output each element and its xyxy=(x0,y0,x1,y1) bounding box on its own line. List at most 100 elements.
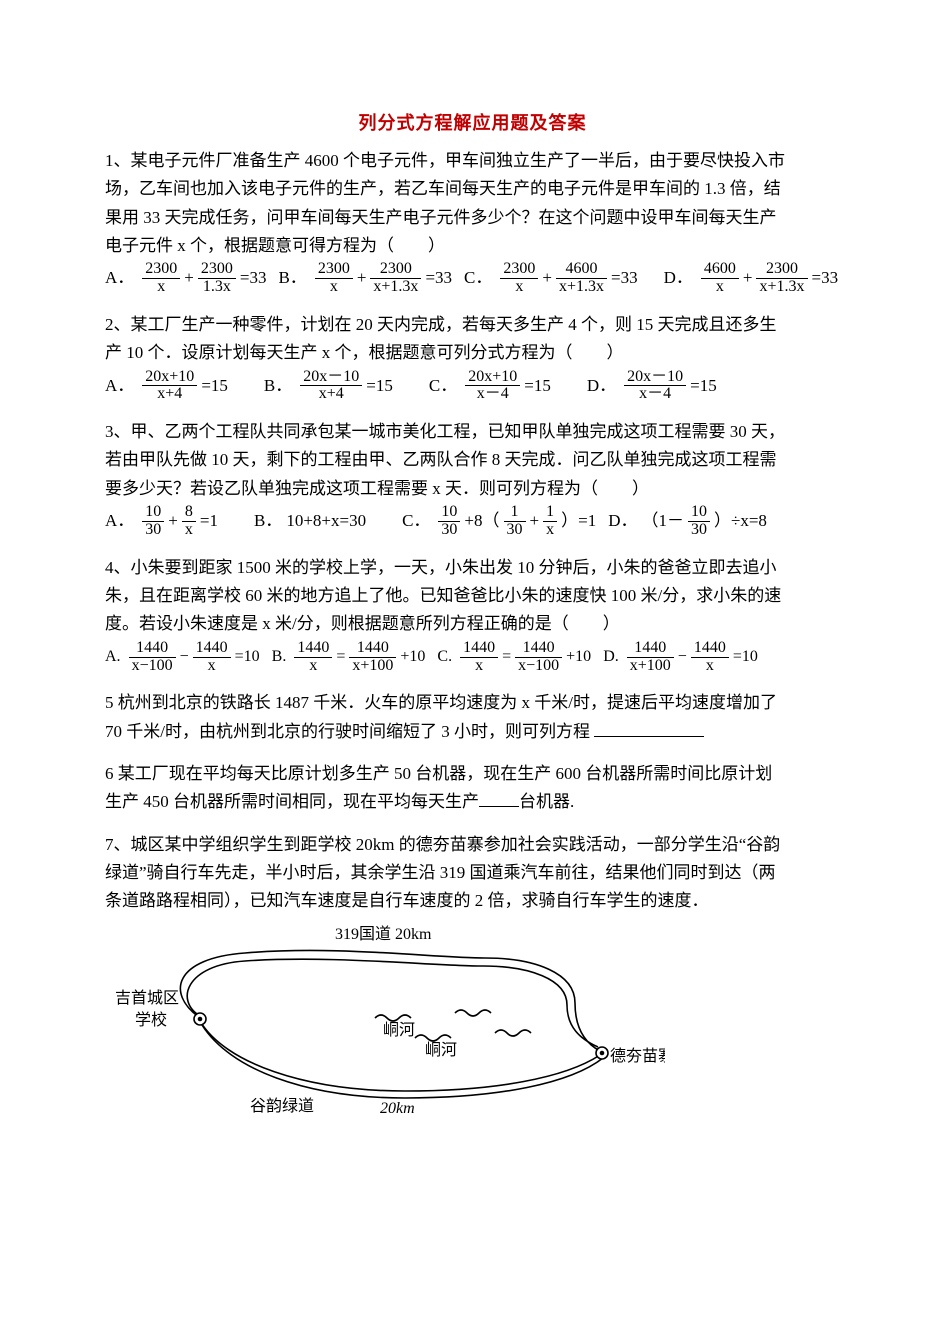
q1-opt-c-label: C． xyxy=(464,265,492,291)
q2-options: A． 20x+10x+4 =15 B． 20x－10x+4 =15 C． 20x… xyxy=(105,369,840,404)
eq: =1 xyxy=(200,508,218,534)
map-label-river: 峒河 xyxy=(383,1021,415,1039)
q4-opt-b-label: B. xyxy=(272,645,287,670)
op: − xyxy=(180,645,189,670)
route-map: 319国道 20km 吉首城区 学校 峒河 峒河 德夯苗寨 谷韵绿道 20km xyxy=(105,923,840,1121)
plus: + xyxy=(184,265,194,291)
q2-opt-a-label: A． xyxy=(105,373,134,399)
dest-marker xyxy=(596,1047,608,1059)
fraction: 1440x xyxy=(292,640,334,675)
fraction: 1440x−100 xyxy=(127,640,178,675)
fraction: 8x xyxy=(180,504,198,539)
q7-line: 条道路路程相同），已知汽车速度是自行车速度的 2 倍，求骑自行车学生的速度． xyxy=(105,888,840,914)
fraction: 2300x xyxy=(140,261,182,296)
post: ）÷x=8 xyxy=(714,508,767,534)
question-3: 3、甲、乙两个工程队共同承包某一城市美化工程，已知甲队单独完成这项工程需要 30… xyxy=(105,419,840,539)
q2-opt-d-label: D． xyxy=(587,373,616,399)
q5-line-text: 70 千米/时，由杭州到北京的行驶时间缩短了 3 小时，则可列方程 xyxy=(105,722,594,741)
q3-opt-d-label: D． xyxy=(608,508,637,534)
mid: +8（ xyxy=(464,508,499,534)
q4-opt-a-label: A. xyxy=(105,645,121,670)
fraction: 4600x xyxy=(699,261,741,296)
document-title: 列分式方程解应用题及答案 xyxy=(105,110,840,138)
q6-line: 生产 450 台机器所需时间相同，现在平均每天生产 台机器. xyxy=(105,789,840,815)
question-2: 2、某工厂生产一种零件，计划在 20 天内完成，若每天多生产 4 个，则 15 … xyxy=(105,312,840,403)
q4-opt-d-label: D. xyxy=(603,645,619,670)
q3-opt-b-text: 10+8+x=30 xyxy=(286,508,366,534)
map-label-road-top: 319国道 20km xyxy=(335,925,432,943)
q2-opt-c-label: C． xyxy=(429,373,457,399)
op: = xyxy=(502,645,511,670)
q3-line: 要多少天？若设乙队单独完成这项工程需要 x 天．则可列方程为（ ） xyxy=(105,476,840,502)
eq: =33 xyxy=(812,265,839,291)
fraction: 1030 xyxy=(686,504,712,539)
fraction: 1440x+100 xyxy=(625,640,676,675)
fraction: 2300x+1.3x xyxy=(754,261,809,296)
q2-line: 2、某工厂生产一种零件，计划在 20 天内完成，若每天多生产 4 个，则 15 … xyxy=(105,312,840,338)
eq: =33 xyxy=(425,265,452,291)
q1-line: 场，乙车间也加入该电子元件的生产，若乙车间每天生产的电子元件是甲车间的 1.3 … xyxy=(105,176,840,202)
eq: +10 xyxy=(400,645,425,670)
q3-line: 若由甲队先做 10 天，剩下的工程由甲、乙两队合作 8 天完成．问乙队单独完成这… xyxy=(105,447,840,473)
op: = xyxy=(336,645,345,670)
fraction: 20x+10x－4 xyxy=(463,369,522,404)
q3-options: A． 1030 + 8x =1 B． 10+8+x=30 C． 1030 +8（… xyxy=(105,504,840,539)
plus: + xyxy=(530,508,540,534)
map-label-dist-bottom: 20km xyxy=(380,1100,415,1113)
q3-opt-a-label: A． xyxy=(105,508,134,534)
eq: =15 xyxy=(201,373,228,399)
eq: =33 xyxy=(240,265,267,291)
q1-opt-d-label: D． xyxy=(664,265,693,291)
fraction: 4600x+1.3x xyxy=(554,261,609,296)
q6-line-pre: 生产 450 台机器所需时间相同，现在平均每天生产 xyxy=(105,792,479,811)
fraction: 2300x xyxy=(313,261,355,296)
q1-options: A． 2300x + 23001.3x =33 B． 2300x + 2300x… xyxy=(105,261,840,296)
post: ）=1 xyxy=(561,508,596,534)
q6-line: 6 某工厂现在平均每天比原计划多生产 50 台机器，现在生产 600 台机器所需… xyxy=(105,761,840,787)
eq: +10 xyxy=(566,645,591,670)
fraction: 1440x xyxy=(191,640,233,675)
q3-line: 3、甲、乙两个工程队共同承包某一城市美化工程，已知甲队单独完成这项工程需要 30… xyxy=(105,419,840,445)
fraction: 1x xyxy=(541,504,559,539)
q6-line-post: 台机器. xyxy=(519,792,574,811)
q1-line: 电子元件 x 个，根据题意可得方程为（ ） xyxy=(105,233,840,259)
q1-line: 1、某电子元件厂准备生产 4600 个电子元件，甲车间独立生产了一半后，由于要尽… xyxy=(105,148,840,174)
q4-line: 4、小朱要到距家 1500 米的学校上学，一天，小朱出发 10 分钟后，小朱的爸… xyxy=(105,555,840,581)
fraction: 1030 xyxy=(436,504,462,539)
question-4: 4、小朱要到距家 1500 米的学校上学，一天，小朱出发 10 分钟后，小朱的爸… xyxy=(105,555,840,675)
eq: =33 xyxy=(611,265,638,291)
q4-opt-c-label: C. xyxy=(437,645,452,670)
map-label-river: 峒河 xyxy=(425,1041,457,1059)
map-label-city: 吉首城区 xyxy=(115,989,179,1007)
fraction: 1440x−100 xyxy=(513,640,564,675)
plus: + xyxy=(168,508,178,534)
q4-line: 度。若设小朱速度是 x 米/分，则根据题意所列方程正确的是（ ） xyxy=(105,611,840,637)
q7-line: 7、城区某中学组织学生到距学校 20km 的德夯苗寨参加社会实践活动，一部分学生… xyxy=(105,832,840,858)
plus: + xyxy=(743,265,753,291)
blank-underline xyxy=(594,719,704,737)
q3-opt-c-label: C． xyxy=(402,508,430,534)
q5-line: 5 杭州到北京的铁路长 1487 千米．火车的原平均速度为 x 千米/时，提速后… xyxy=(105,690,840,716)
question-6: 6 某工厂现在平均每天比原计划多生产 50 台机器，现在生产 600 台机器所需… xyxy=(105,761,840,816)
fraction: 1440x xyxy=(458,640,500,675)
q5-line: 70 千米/时，由杭州到北京的行驶时间缩短了 3 小时，则可列方程 xyxy=(105,719,840,745)
question-5: 5 杭州到北京的铁路长 1487 千米．火车的原平均速度为 x 千米/时，提速后… xyxy=(105,690,840,745)
eq: =15 xyxy=(690,373,717,399)
q1-line: 果用 33 天完成任务，问甲车间每天生产电子元件多少个？在这个问题中设甲车间每天… xyxy=(105,205,840,231)
q4-line: 朱，且在距离学校 60 米的地方追上了他。已知爸爸比小朱的速度快 100 米/分… xyxy=(105,583,840,609)
op: − xyxy=(678,645,687,670)
map-label-dest: 德夯苗寨 xyxy=(610,1047,665,1065)
fraction: 20x+10x+4 xyxy=(140,369,199,404)
q4-options: A. 1440x−100 − 1440x =10 B. 1440x = 1440… xyxy=(105,640,840,675)
plus: + xyxy=(542,265,552,291)
map-label-school: 学校 xyxy=(135,1011,167,1029)
fraction: 130 xyxy=(502,504,528,539)
question-1: 1、某电子元件厂准备生产 4600 个电子元件，甲车间独立生产了一半后，由于要尽… xyxy=(105,148,840,296)
school-marker xyxy=(194,1013,206,1025)
q1-opt-a-label: A． xyxy=(105,265,134,291)
q2-opt-b-label: B． xyxy=(264,373,292,399)
pre: （1－ xyxy=(641,508,684,534)
fraction: 2300x xyxy=(498,261,540,296)
q3-opt-b-label: B． xyxy=(254,508,282,534)
map-label-road-bottom: 谷韵绿道 xyxy=(250,1097,314,1113)
